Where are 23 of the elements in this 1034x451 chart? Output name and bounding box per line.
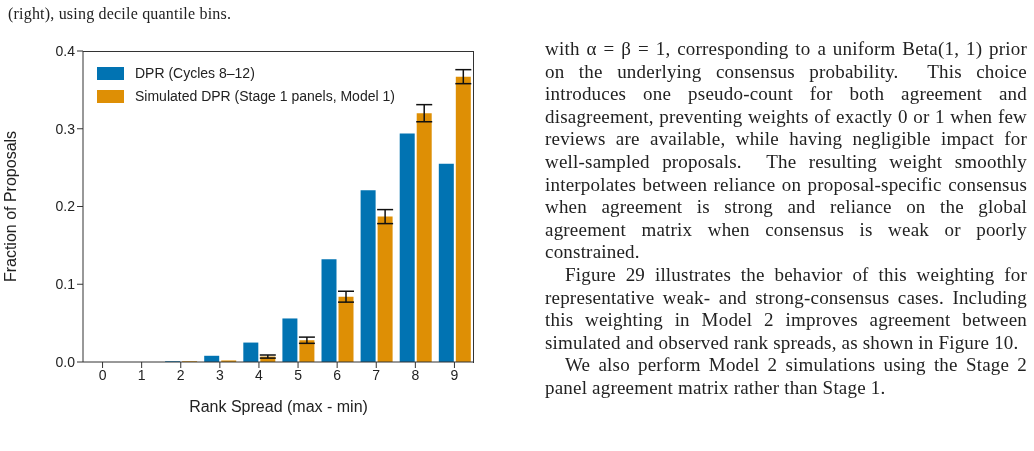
text: with α = β = 1, corresponding to a uniform Beta(1, 1) prior on the underlying consensus probability. This choice introduces one pseudo-count for both agreement and disagreement, preventing weights of exactly 0 or 1 when few reviews are available, while having negligible impact for well-sampled proposals. The resulting weight smoothly interpolates between reliance on proposal-specific consensus when agreement is strong and reliance on the global agreement matrix when consensus is weak or poorly constrained. (545, 38, 1027, 263)
y-axis-title: Fraction of Proposals (1, 130, 19, 283)
text: We also perform Model 2 simulations using the Stage 2 panel agreement matrix rather than Stage 1. (545, 354, 1027, 400)
y-tick-label: 0.2 (55, 198, 76, 215)
x-tick-label: 6 (333, 366, 342, 383)
y-tick-label: 0.3 (55, 120, 76, 137)
x-tick-label: 9 (450, 366, 459, 383)
x-tick-label: 4 (255, 366, 264, 383)
x-tick-label: 8 (411, 366, 420, 383)
x-tick-label: 1 (137, 366, 146, 383)
x-tick-label: 3 (215, 366, 224, 383)
x-tick-label: 0 (98, 366, 107, 383)
caption: Figure 29 illustrates the behavior of this weighting for representative weak- and strong-consensus cases. Including this weighting in Model 2 improves agreement between simulated and observed rank spreads, as shown in Figure 10. (545, 263, 1027, 355)
x-tick-label: 5 (294, 366, 303, 383)
x-axis-title: Rank Spread (max - min) (189, 398, 368, 415)
text: (right), using decile quantile bins. (8, 4, 232, 25)
legend-label: Simulated DPR (Stage 1 panels, Model 1) (135, 87, 395, 106)
x-tick-label: 2 (176, 366, 185, 383)
x-tick-label: 7 (372, 366, 381, 383)
y-tick-label: 0.1 (55, 276, 76, 293)
legend-label: DPR (Cycles 8–12) (135, 64, 255, 83)
y-tick-label: 0.4 (55, 42, 76, 59)
y-tick-label: 0.0 (55, 353, 76, 370)
